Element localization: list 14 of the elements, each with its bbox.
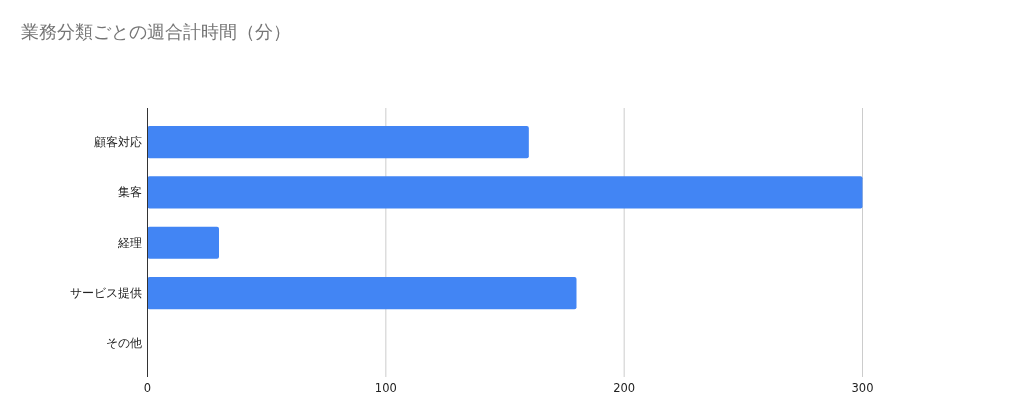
bar <box>147 276 577 310</box>
y-tick-label: 顧客対応 <box>93 135 142 150</box>
bar <box>147 126 529 159</box>
bar <box>147 176 863 209</box>
y-tick-label: サービス提供 <box>69 286 142 301</box>
x-tick-label: 0 <box>143 381 152 395</box>
y-tick-label: 集客 <box>117 185 142 200</box>
x-tick-label: 100 <box>374 381 397 395</box>
chart-title: 業務分類ごとの週合計時間（分） <box>21 21 291 42</box>
bar <box>147 226 219 259</box>
x-tick-label: 200 <box>613 381 636 395</box>
x-tick-label: 300 <box>851 381 874 395</box>
y-tick-label: 経理 <box>116 235 142 250</box>
y-tick-label: その他 <box>105 336 142 351</box>
